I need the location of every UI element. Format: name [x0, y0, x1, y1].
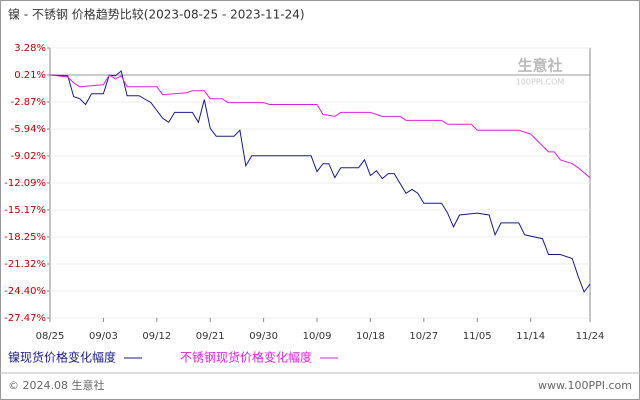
x-tick-label: 10/18	[356, 331, 385, 342]
y-tick-label: -12.09%	[4, 178, 46, 189]
x-tick-label: 09/03	[89, 331, 118, 342]
y-tick-label: 3.28%	[14, 43, 46, 54]
y-tick-label: -27.47%	[4, 313, 46, 324]
chart-title: 镍 - 不锈钢 价格趋势比较(2023-08-25 - 2023-11-24)	[8, 7, 305, 22]
y-tick-label: -24.40%	[4, 286, 46, 297]
x-tick-label: 10/09	[303, 331, 332, 342]
y-tick-label: -5.94%	[11, 124, 46, 135]
x-tick-label: 10/27	[409, 331, 438, 342]
y-tick-label: -9.02%	[11, 151, 46, 162]
y-tick-label: -21.32%	[4, 259, 46, 270]
x-tick-label: 09/30	[249, 331, 278, 342]
x-tick-label: 09/12	[142, 331, 171, 342]
y-tick-label: -18.25%	[4, 232, 46, 243]
footer-right: www.100PPI.com	[538, 379, 632, 392]
x-tick-label: 11/05	[463, 331, 492, 342]
legend-label: 镍现货价格变化幅度	[8, 350, 116, 365]
y-tick-label: -2.87%	[11, 97, 46, 108]
y-tick-label: -15.17%	[4, 205, 46, 216]
footer-left: © 2024.08 生意社	[8, 378, 104, 392]
legend-label: 不锈钢现货价格变化幅度	[180, 350, 312, 365]
x-tick-label: 11/24	[576, 331, 605, 342]
y-tick-label: 0.21%	[14, 70, 46, 81]
watermark: 生意社	[517, 57, 562, 75]
x-tick-label: 11/14	[516, 331, 545, 342]
x-tick-label: 09/21	[196, 331, 225, 342]
watermark: 100PPI.COM	[516, 78, 565, 87]
series-line	[49, 70, 591, 294]
series-line	[49, 74, 591, 178]
x-tick-label: 08/25	[36, 331, 65, 342]
